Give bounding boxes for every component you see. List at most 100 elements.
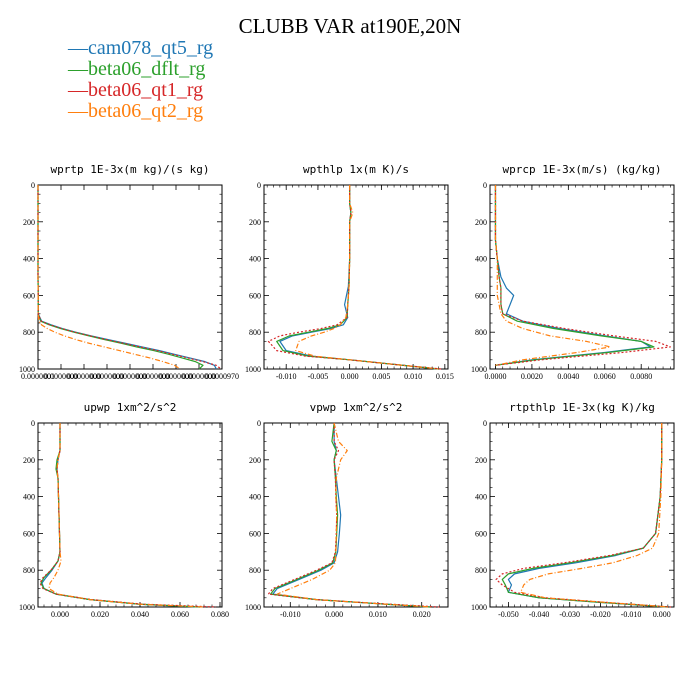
- x-tick-label: 0.0000970: [205, 372, 239, 381]
- series-line-beta06_dflt_rg: [269, 422, 431, 608]
- legend-item-beta06-qt1: —beta06_qt1_rg: [68, 80, 213, 101]
- x-tick-label: 0.0000000: [182, 372, 216, 381]
- plot-frame: [489, 184, 675, 370]
- y-tick-label: 0: [483, 181, 487, 190]
- x-tick-label: 0.0000000: [44, 372, 78, 381]
- y-tick-label: 800: [23, 328, 35, 337]
- x-tick-label: 0.0000: [484, 372, 506, 381]
- y-tick-label: 400: [23, 255, 35, 264]
- x-tick-label: -0.010: [276, 372, 297, 381]
- panel-title: wprcp 1E-3x(m/s) (kg/kg): [503, 163, 662, 176]
- y-tick-label: 1000: [19, 603, 35, 612]
- x-tick-label: -0.020: [590, 610, 611, 619]
- series-line-beta06_dflt_rg: [276, 185, 439, 370]
- y-tick-label: 600: [249, 291, 261, 300]
- legend-label: beta06_qt2_rg: [88, 100, 204, 122]
- x-tick-label: 0.020: [91, 610, 109, 619]
- x-tick-label: 0.080: [211, 610, 229, 619]
- y-tick-label: 600: [249, 529, 261, 538]
- x-tick-label: -0.005: [308, 372, 329, 381]
- series-line-cam078_qt5_rg: [37, 185, 217, 370]
- y-tick-label: 400: [23, 493, 35, 502]
- y-tick-label: 1000: [19, 365, 35, 374]
- y-tick-label: 200: [475, 218, 487, 227]
- plot-frame: [489, 422, 675, 608]
- y-tick-label: 0: [31, 181, 35, 190]
- x-tick-label: 0.010: [404, 372, 422, 381]
- legend-line-icon: —: [68, 58, 88, 80]
- series-line-beta06_dflt_rg: [40, 423, 201, 608]
- x-tick-label: -0.030: [559, 610, 580, 619]
- y-tick-label: 1000: [245, 603, 261, 612]
- plot-frame: [37, 422, 223, 608]
- x-tick-label: 0.020: [413, 610, 431, 619]
- x-tick-label: 0.0020: [521, 372, 543, 381]
- y-tick-label: 1000: [471, 603, 487, 612]
- panel-5: vpwp 1xm^2/s^2 0 200 400 600 800 1000 -0.010 0.0…: [245, 401, 449, 619]
- y-tick-label: 1000: [471, 365, 487, 374]
- x-tick-label: 0.0060: [594, 372, 616, 381]
- x-tick-label: 0.005: [372, 372, 390, 381]
- legend-item-cam078: —cam078_qt5_rg: [68, 38, 213, 59]
- series-line-beta06_qt2_rg: [48, 423, 205, 608]
- y-tick-label: 800: [475, 566, 487, 575]
- series-line-cam078_qt5_rg: [41, 423, 201, 608]
- series-line-beta06_qt2_rg: [37, 185, 181, 370]
- legend-label: beta06_qt1_rg: [88, 79, 204, 101]
- y-tick-label: 400: [475, 255, 487, 264]
- series-line-beta06_qt1_rg: [494, 185, 671, 366]
- series-line-beta06_qt2_rg: [494, 185, 611, 366]
- y-tick-label: 200: [249, 218, 261, 227]
- panel-1: wprtp 1E-3x(m kg)/(s kg) 0 200 400 600 800 100…: [19, 163, 239, 381]
- legend-label: beta06_dflt_rg: [88, 58, 206, 80]
- y-tick-label: 0: [483, 419, 487, 428]
- series-line-beta06_qt1_rg: [267, 423, 440, 608]
- y-tick-label: 600: [475, 529, 487, 538]
- series-line-beta06_qt1_rg: [39, 423, 217, 608]
- panel-3: wprcp 1E-3x(m/s) (kg/kg) 0 200 400 600 800 100…: [471, 163, 675, 381]
- panel-title: rtpthlp 1E-3x(kg K)/kg: [509, 401, 655, 414]
- x-tick-label: 0.010: [369, 610, 387, 619]
- plot-frame: [37, 184, 223, 370]
- series-line-beta06_qt1_rg: [495, 423, 671, 608]
- y-tick-label: 800: [249, 328, 261, 337]
- y-tick-label: 400: [249, 493, 261, 502]
- x-tick-label: 0.0000000: [136, 372, 170, 381]
- figure-title: CLUBB VAR at190E,20N: [238, 14, 462, 38]
- x-tick-label: 0.0000000: [67, 372, 101, 381]
- legend-item-beta06-dflt: —beta06_dflt_rg: [68, 59, 213, 80]
- x-tick-label: 0.0000000: [113, 372, 147, 381]
- y-tick-label: 600: [23, 291, 35, 300]
- y-tick-label: 200: [23, 218, 35, 227]
- x-tick-label: -0.010: [621, 610, 642, 619]
- y-tick-label: 400: [249, 255, 261, 264]
- x-tick-label: 0.060: [171, 610, 189, 619]
- x-tick-label: 0.0040: [557, 372, 579, 381]
- series-line-beta06_dflt_rg: [37, 185, 204, 370]
- y-tick-label: 1000: [245, 365, 261, 374]
- series-line-cam078_qt5_rg: [494, 185, 651, 366]
- series-line-beta06_qt1_rg: [267, 185, 442, 370]
- legend-line-icon: —: [68, 100, 88, 122]
- panel-title: upwp 1xm^2/s^2: [84, 401, 177, 414]
- panel-4: upwp 1xm^2/s^2 0 200 400 600 800 1000 0.000 0.02…: [19, 401, 229, 619]
- x-tick-label: -0.010: [280, 610, 301, 619]
- series-line-beta06_qt2_rg: [295, 185, 439, 370]
- x-tick-label: 0.0080: [630, 372, 652, 381]
- x-tick-label: 0.000: [51, 610, 69, 619]
- plot-frame: [263, 184, 449, 370]
- series-line-cam078_qt5_rg: [279, 185, 439, 370]
- series-line-beta06_dflt_rg: [494, 185, 655, 366]
- y-tick-label: 800: [249, 566, 261, 575]
- x-tick-label: -0.040: [529, 610, 550, 619]
- series-line-beta06_qt1_rg: [37, 185, 222, 370]
- y-tick-label: 800: [475, 328, 487, 337]
- legend-label: cam078_qt5_rg: [88, 37, 214, 59]
- panel-title: wprtp 1E-3x(m kg)/(s kg): [51, 163, 210, 176]
- x-tick-label: 0.0000001: [21, 372, 55, 381]
- y-tick-label: 800: [23, 566, 35, 575]
- x-tick-label: 0.040: [131, 610, 149, 619]
- x-tick-label: -0.050: [498, 610, 519, 619]
- panel-6: rtpthlp 1E-3x(kg K)/kg 0 200 400 600 800 1000 -…: [471, 401, 675, 619]
